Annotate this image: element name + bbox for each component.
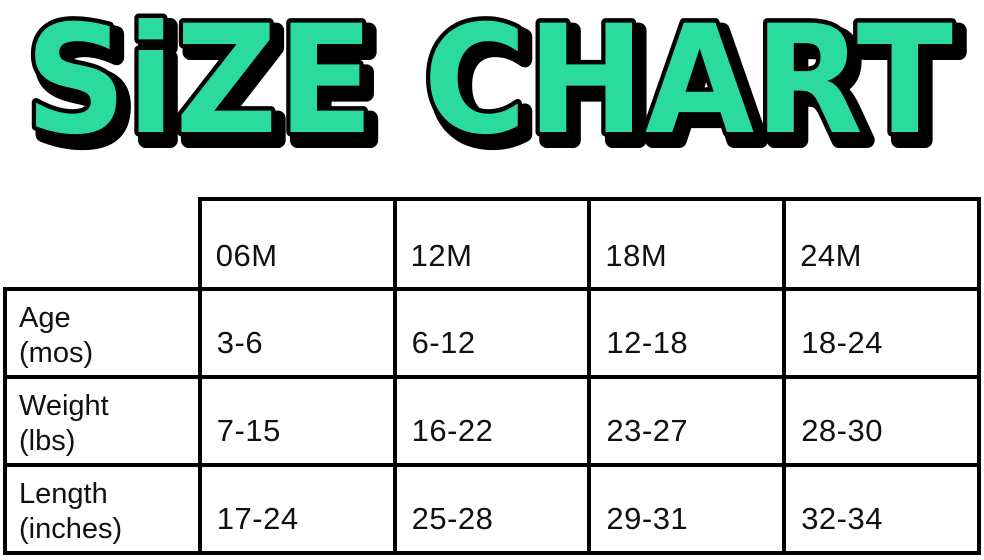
table-cell: 12-18 [587,287,787,379]
row-label-text: Length [19,477,108,510]
table-cell: 3-6 [197,287,397,379]
table-cell: 6-12 [392,287,592,379]
row-label-unit: (mos) [19,337,94,369]
column-header-12m: 12M [392,197,592,291]
row-label-text: Weight [19,389,109,422]
table-cell: 32-34 [782,463,981,555]
title-shadow-text: SiZE CHART [32,2,960,170]
size-table: 06M 12M 18M 24M Age (mos) 3-6 6-12 12-18… [3,197,981,555]
table-cell: 7-15 [197,375,397,467]
table-cell: 17-24 [197,463,397,555]
page-title: SiZE CHART SiZE CHART [0,0,984,184]
column-header-24m: 24M [782,197,981,291]
table-row-age: Age (mos) 3-6 6-12 12-18 18-24 [3,287,981,379]
row-label-unit: (lbs) [19,425,76,457]
table-cell: 25-28 [392,463,592,555]
title-text: SiZE CHART [25,0,953,168]
table-cell: 29-31 [587,463,787,555]
column-header-06m: 06M [197,197,397,291]
table-cell: 18-24 [782,287,981,379]
row-label-text: Age [19,301,71,334]
table-cell: 23-27 [587,375,787,467]
corner-cell [5,199,200,289]
row-label-unit: (inches) [19,513,123,545]
table-row-length: Length (inches) 17-24 25-28 29-31 32-34 [3,463,981,555]
row-label-weight: Weight (lbs) [3,375,202,467]
table-row-weight: Weight (lbs) 7-15 16-22 23-27 28-30 [3,375,981,467]
row-label-length: Length (inches) [3,463,202,555]
header-row: 06M 12M 18M 24M [5,197,981,291]
title-art: SiZE CHART SiZE CHART [21,0,969,184]
column-header-18m: 18M [587,197,787,291]
table-cell: 28-30 [782,375,981,467]
row-label-age: Age (mos) [3,287,202,379]
table-cell: 16-22 [392,375,592,467]
